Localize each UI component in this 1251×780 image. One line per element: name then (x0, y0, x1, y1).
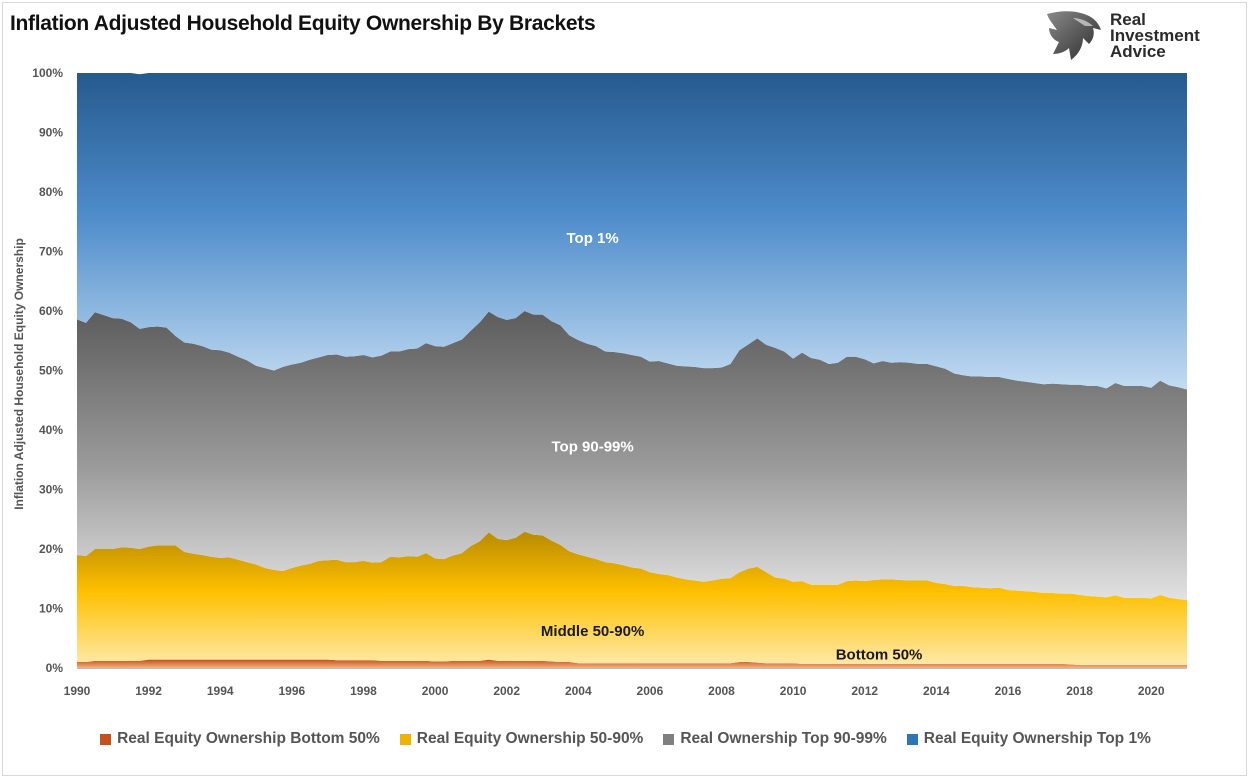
region-label: Top 1% (566, 230, 618, 247)
legend-item: Real Ownership Top 90-99% (663, 728, 887, 750)
y-tick-label: 90% (39, 126, 63, 140)
x-tick-label: 2010 (780, 684, 807, 698)
region-label: Top 90-99% (551, 439, 633, 456)
y-axis-title-group: Inflation Adjusted Household Equity Owne… (12, 238, 26, 510)
brand-logo: Real Investment Advice (1043, 8, 1243, 66)
y-tick-label: 70% (39, 245, 63, 259)
x-tick-labels: 1990 1992 1994 1996 1998 2000 2002 2004 2006 2008… (64, 684, 1165, 698)
area-series-group (77, 73, 1187, 668)
legend-item: Real Equity Ownership Top 1% (906, 728, 1151, 750)
region-labels: Top 1% Top 90-99% Middle 50-90% Bottom 50% (541, 230, 922, 664)
x-tick-label: 2002 (493, 684, 520, 698)
region-label: Middle 50-90% (541, 623, 644, 640)
x-tick-label: 1996 (278, 684, 305, 698)
x-tick-label: 1994 (207, 684, 234, 698)
area-top-90-99 (77, 311, 1187, 601)
x-tick-label: 2004 (565, 684, 592, 698)
legend-swatch (100, 733, 112, 745)
x-tick-label: 1990 (64, 684, 91, 698)
y-axis-title: Inflation Adjusted Household Equity Owne… (12, 238, 26, 510)
y-tick-label: 0% (46, 661, 64, 675)
logo-line: Investment (1110, 26, 1200, 45)
x-tick-label: 2020 (1138, 684, 1165, 698)
x-tick-label: 2018 (1066, 684, 1093, 698)
x-tick-label: 1998 (350, 684, 377, 698)
legend-item: Real Equity Ownership Bottom 50% (100, 728, 380, 750)
legend-item: Real Equity Ownership 50-90% (399, 728, 644, 750)
y-tick-label: 30% (39, 483, 63, 497)
chart-title: Inflation Adjusted Household Equity Owne… (10, 12, 596, 35)
legend-label: Real Ownership Top 90-99% (680, 730, 887, 747)
region-label: Bottom 50% (836, 646, 923, 663)
eagle-head-icon (1047, 11, 1101, 60)
y-tick-label: 100% (32, 66, 63, 80)
logo-line: Advice (1110, 42, 1166, 61)
x-tick-label: 1992 (135, 684, 162, 698)
legend: Real Equity Ownership Bottom 50% Real Equ… (0, 728, 1251, 750)
x-tick-label: 2014 (923, 684, 950, 698)
logo-text: Real Investment Advice (1110, 10, 1200, 61)
y-tick-label: 60% (39, 304, 63, 318)
y-tick-label: 50% (39, 364, 63, 378)
legend-swatch (663, 733, 675, 745)
y-tick-label: 20% (39, 542, 63, 556)
legend-swatch (399, 733, 411, 745)
legend-swatch (906, 733, 918, 745)
y-tick-label: 10% (39, 602, 63, 616)
area-middle-50-90 (77, 531, 1187, 666)
legend-label: Real Equity Ownership 50-90% (416, 730, 644, 747)
legend-label: Real Equity Ownership Top 1% (923, 730, 1151, 747)
area-top-1 (77, 73, 1187, 390)
x-tick-label: 2008 (708, 684, 735, 698)
y-tick-label: 80% (39, 185, 63, 199)
legend-label: Real Equity Ownership Bottom 50% (117, 730, 380, 747)
x-tick-label: 2012 (851, 684, 878, 698)
area-bottom-50 (77, 659, 1187, 668)
x-tick-label: 2016 (995, 684, 1022, 698)
x-tick-label: 2000 (422, 684, 449, 698)
y-tick-label: 40% (39, 423, 63, 437)
x-tick-label: 2006 (637, 684, 664, 698)
logo-line: Real (1110, 10, 1146, 29)
y-tick-labels: 0% 10% 20% 30% 40% 50% 60% 70% 80% 90% 100% (32, 66, 63, 675)
